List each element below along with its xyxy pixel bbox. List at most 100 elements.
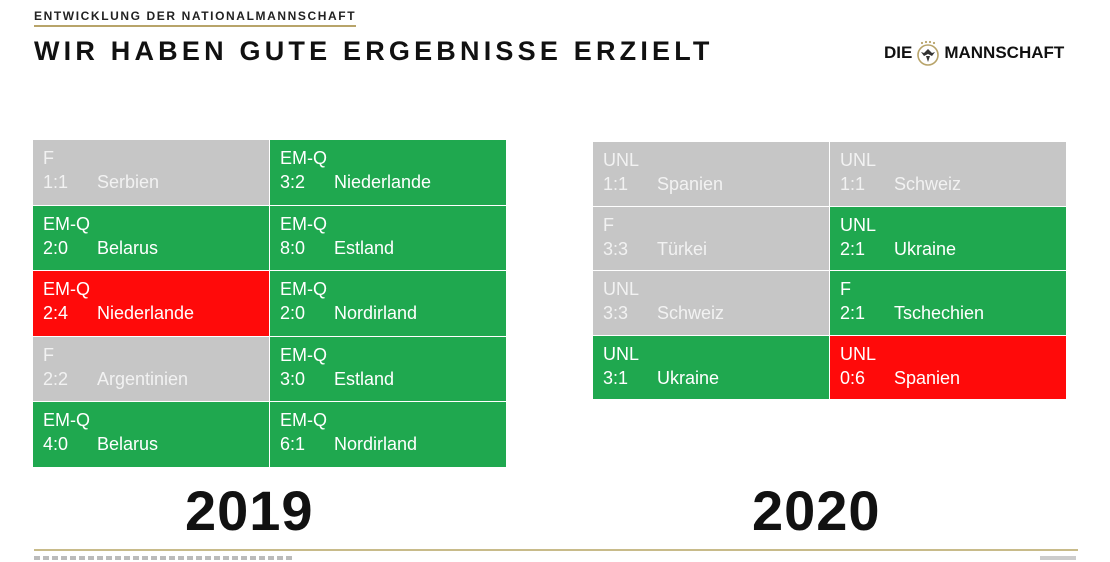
match-tile: F 2:1 Tschechien (830, 271, 1066, 335)
results-grid-2019: F 1:1 Serbien EM-Q 3:2 Niederlande EM-Q 2:0 Bela… (33, 140, 506, 467)
match-result-line: 3:1 Ukraine (603, 367, 829, 389)
match-tile: F 2:2 Argentinien (33, 336, 269, 401)
match-score: 2:0 (43, 237, 69, 258)
match-score: 1:1 (43, 172, 69, 192)
match-score: 2:1 (840, 238, 866, 259)
match-result-line: 0:6 Spanien (840, 367, 1066, 389)
match-score: 3:3 (603, 303, 629, 323)
match-result-line: 1:1 Schweiz (840, 173, 1066, 195)
match-tile: EM-Q 2:0 Belarus (33, 205, 269, 270)
match-score: 1:1 (840, 174, 866, 194)
match-result-line: 3:3 Schweiz (603, 302, 829, 324)
footer-divider (34, 549, 1078, 551)
match-result-line: 3:2 Niederlande (280, 171, 506, 193)
match-tile: UNL 3:3 Schweiz (593, 271, 829, 335)
match-opponent: Türkei (657, 238, 708, 259)
match-opponent: Argentinien (97, 368, 189, 389)
match-result-line: 2:1 Ukraine (840, 238, 1066, 260)
match-competition: UNL (840, 150, 877, 170)
match-opponent: Ukraine (894, 238, 957, 259)
match-opponent: Schweiz (657, 303, 725, 323)
match-opponent: Estland (334, 237, 395, 258)
match-result-line: 1:1 Serbien (43, 171, 269, 193)
match-opponent: Belarus (97, 237, 159, 258)
match-tile: UNL 2:1 Ukraine (830, 206, 1066, 270)
match-opponent: Schweiz (894, 174, 962, 194)
match-tile: EM-Q 2:4 Niederlande (33, 271, 269, 336)
match-score: 2:2 (43, 368, 69, 389)
match-opponent: Spanien (894, 367, 961, 388)
match-competition: EM-Q (280, 410, 327, 430)
match-result-line: 6:1 Nordirland (280, 433, 506, 455)
match-competition: F (603, 214, 614, 235)
match-score: 8:0 (280, 237, 306, 258)
match-result-line: 2:4 Niederlande (43, 302, 269, 324)
results-grid-2020: UNL 1:1 Spanien UNL 1:1 Schweiz F 3:3 Türkei UNL 2… (593, 142, 1066, 399)
year-label-2020: 2020 (752, 479, 881, 542)
brand-text-left: DIE (884, 43, 913, 62)
match-opponent: Ukraine (657, 367, 720, 388)
match-result-line: 2:0 Belarus (43, 237, 269, 259)
match-result-line: 8:0 Estland (280, 237, 506, 259)
footer-page-number (1040, 556, 1076, 560)
brand-logo: DIE MANNSCHAFT (884, 40, 1064, 66)
page-title: WIR HABEN GUTE ERGEBNISSE ERZIELT (34, 36, 714, 66)
match-tile: F 1:1 Serbien (33, 140, 269, 205)
match-opponent: Tschechien (894, 303, 985, 323)
match-competition: UNL (840, 343, 877, 364)
match-competition: EM-Q (43, 279, 90, 299)
match-opponent: Nordirland (334, 434, 418, 454)
match-tile: EM-Q 6:1 Nordirland (270, 402, 506, 467)
match-result-line: 2:2 Argentinien (43, 368, 269, 390)
match-tile: EM-Q 8:0 Estland (270, 205, 506, 270)
match-score: 2:1 (840, 303, 866, 323)
match-score: 3:3 (603, 238, 629, 259)
year-label-2019: 2019 (185, 479, 314, 542)
match-tile: EM-Q 3:0 Estland (270, 336, 506, 401)
match-result-line: 4:0 Belarus (43, 433, 269, 455)
match-score: 2:0 (280, 303, 306, 323)
match-competition: F (43, 148, 54, 168)
match-competition: EM-Q (280, 344, 327, 365)
match-competition: EM-Q (43, 213, 90, 234)
section-kicker: ENTWICKLUNG DER NATIONALMANNSCHAFT (34, 9, 357, 27)
match-result-line: 2:1 Tschechien (840, 302, 1066, 324)
match-competition: EM-Q (280, 148, 327, 168)
match-tile: EM-Q 4:0 Belarus (33, 402, 269, 467)
match-competition: EM-Q (43, 410, 90, 430)
match-opponent: Serbien (97, 172, 160, 192)
footer-note (34, 556, 294, 560)
match-score: 3:0 (280, 368, 306, 389)
brand-text-right: MANNSCHAFT (944, 43, 1065, 62)
match-score: 1:1 (603, 174, 629, 194)
match-score: 3:1 (603, 367, 629, 388)
match-score: 0:6 (840, 367, 866, 388)
match-opponent: Estland (334, 368, 395, 389)
match-result-line: 3:3 Türkei (603, 238, 829, 260)
eagle-crest-icon (917, 40, 940, 66)
match-opponent: Niederlande (97, 303, 195, 323)
match-opponent: Nordirland (334, 303, 418, 323)
match-score: 2:4 (43, 303, 69, 323)
match-tile: F 3:3 Türkei (593, 206, 829, 270)
match-tile: EM-Q 3:2 Niederlande (270, 140, 506, 205)
match-opponent: Niederlande (334, 172, 432, 192)
match-competition: UNL (603, 279, 640, 299)
match-result-line: 2:0 Nordirland (280, 302, 506, 324)
match-competition: UNL (840, 214, 877, 235)
match-tile: EM-Q 2:0 Nordirland (270, 271, 506, 336)
match-competition: EM-Q (280, 213, 327, 234)
match-competition: UNL (603, 150, 640, 170)
match-tile: UNL 1:1 Schweiz (830, 142, 1066, 206)
match-result-line: 3:0 Estland (280, 368, 506, 390)
match-tile: UNL 3:1 Ukraine (593, 335, 829, 399)
match-competition: F (840, 279, 851, 299)
match-result-line: 1:1 Spanien (603, 173, 829, 195)
match-tile: UNL 1:1 Spanien (593, 142, 829, 206)
match-competition: UNL (603, 343, 640, 364)
match-competition: F (43, 344, 54, 365)
match-tile: UNL 0:6 Spanien (830, 335, 1066, 399)
match-competition: EM-Q (280, 279, 327, 299)
match-opponent: Spanien (657, 174, 724, 194)
match-score: 3:2 (280, 172, 306, 192)
